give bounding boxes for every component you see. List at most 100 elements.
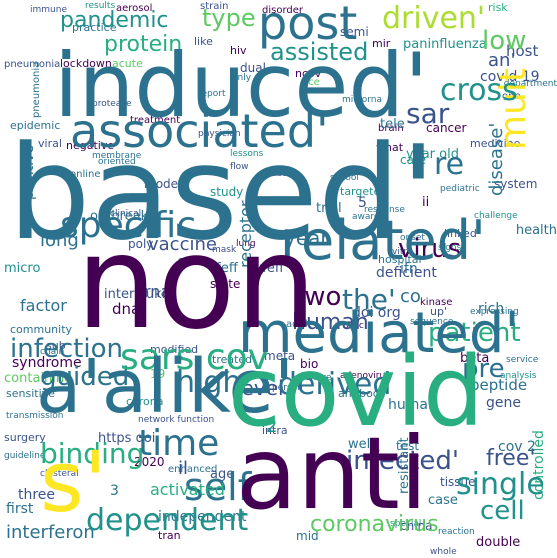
word-three: three: [18, 487, 56, 503]
word-one: one: [502, 91, 521, 102]
word-an: an': [488, 50, 516, 71]
word-epidemic-v: pneumonia: [31, 61, 42, 118]
word-year2020: 2020: [134, 455, 165, 469]
word-binding: binding: [40, 437, 145, 470]
word-the: the': [342, 283, 396, 316]
word-deficient: deficient: [376, 265, 437, 281]
word-double: double: [476, 535, 521, 550]
word-number2: 2: [266, 416, 278, 437]
word-trial: trial: [316, 201, 342, 216]
word-dual: dual: [240, 61, 266, 75]
word-tran: tran: [158, 529, 181, 542]
word-strain: strain: [200, 1, 229, 12]
word-independent: independent: [158, 509, 247, 525]
word-membrane: membrane: [92, 151, 142, 161]
word-ncov: ncov: [295, 67, 322, 80]
word-free: free': [486, 446, 536, 471]
word-treated: treated: [212, 353, 253, 366]
word-mir: mir: [372, 37, 391, 50]
word-department: department: [503, 79, 557, 89]
word-clusteral: clusteral: [40, 469, 79, 479]
word-cov2: cov 2: [498, 439, 536, 455]
word-human2: human: [388, 397, 437, 413]
word-interferon: interferon: [6, 522, 95, 543]
word-mediated: mediated': [238, 301, 520, 366]
word-first: first: [6, 501, 34, 517]
word-year-old: year old: [406, 147, 459, 162]
word-anti: anti: [236, 415, 428, 532]
word-sub: sub: [46, 339, 66, 352]
word-cancer: cancer: [426, 121, 467, 135]
word-targeted: targeted: [340, 185, 388, 198]
word-infection: infection: [10, 334, 123, 364]
word-https-doi: https doi: [98, 431, 156, 446]
word-sensitive: sensitive: [6, 387, 55, 400]
word-il: il: [178, 458, 189, 479]
word-modified: modified: [150, 343, 199, 356]
word-adult: adult: [286, 319, 312, 330]
word-cross: cross: [440, 73, 518, 108]
word-state: state: [210, 277, 241, 291]
word-chain: chain: [40, 347, 65, 357]
word-surgery: surgery: [4, 431, 46, 444]
word-intra: intra: [262, 424, 288, 437]
word-kinase: kinase: [420, 297, 453, 308]
word-guideline: guideline: [4, 451, 46, 461]
word-based: based': [8, 117, 437, 269]
word-clinical: clinical: [110, 209, 142, 219]
word-antibody: antibody: [338, 387, 387, 400]
word-mask: mask: [212, 245, 237, 255]
word-ii: ii: [422, 195, 430, 210]
word-co: co: [400, 286, 421, 307]
word-semi: semi: [340, 25, 369, 39]
word-pediatric: pediatric: [440, 184, 480, 194]
word-related: related': [280, 209, 486, 272]
word-brain: brain: [378, 123, 404, 134]
word-mid: mid: [296, 529, 319, 543]
word-community: community: [10, 323, 73, 336]
word-based2: based: [266, 169, 294, 179]
word-post: post: [258, 0, 358, 50]
word-care: care: [400, 153, 427, 167]
word-ufeff: ufeff: [208, 261, 238, 276]
word-two: two: [294, 282, 342, 312]
word-micro: micro: [4, 261, 41, 276]
word-aware: aware: [352, 212, 380, 222]
word-outbreak: outbreak: [90, 209, 149, 224]
word-ifn: ifn: [400, 261, 418, 277]
word-viral: viral: [38, 137, 62, 150]
word-case: case: [428, 493, 458, 508]
word-beta: beta: [460, 351, 490, 366]
word-expressing: expressing: [470, 307, 519, 317]
word-assisted: assisted: [270, 38, 369, 66]
word-network: network function: [138, 415, 215, 425]
word-health: health: [515, 223, 557, 238]
word-long: long: [40, 230, 79, 251]
word-negative: negative: [66, 139, 115, 152]
word-meta: meta: [264, 349, 296, 363]
word-rna: rna: [144, 282, 171, 301]
word-infected: infected': [346, 446, 459, 476]
word-onset: onset: [400, 233, 425, 243]
word-syndrome: syndrome: [12, 355, 82, 371]
word-special: special: [390, 519, 422, 529]
word-high: high: [176, 365, 242, 400]
word-system: system: [494, 177, 538, 191]
word-activated: activated: [150, 480, 225, 499]
word-zinc: zinc: [346, 321, 364, 331]
word-tissue: tissue: [440, 475, 476, 489]
word-type: type: [202, 4, 256, 32]
word-factor: factor: [20, 296, 67, 315]
word-disorder: disorder: [262, 5, 304, 16]
word-analysis: analysis: [500, 371, 537, 381]
word-number19: 19: [150, 367, 166, 381]
word-adenovirus: adenovirus: [340, 371, 390, 381]
word-non: non: [76, 209, 317, 358]
word-well: well: [348, 437, 374, 452]
word-sequence: sequence: [410, 317, 454, 327]
word-vaccine: vaccine: [148, 234, 217, 255]
word-sars-cov: sars cov: [120, 337, 269, 378]
word-poly: poly: [128, 237, 154, 251]
word-enhanced: enhanced: [168, 464, 218, 475]
